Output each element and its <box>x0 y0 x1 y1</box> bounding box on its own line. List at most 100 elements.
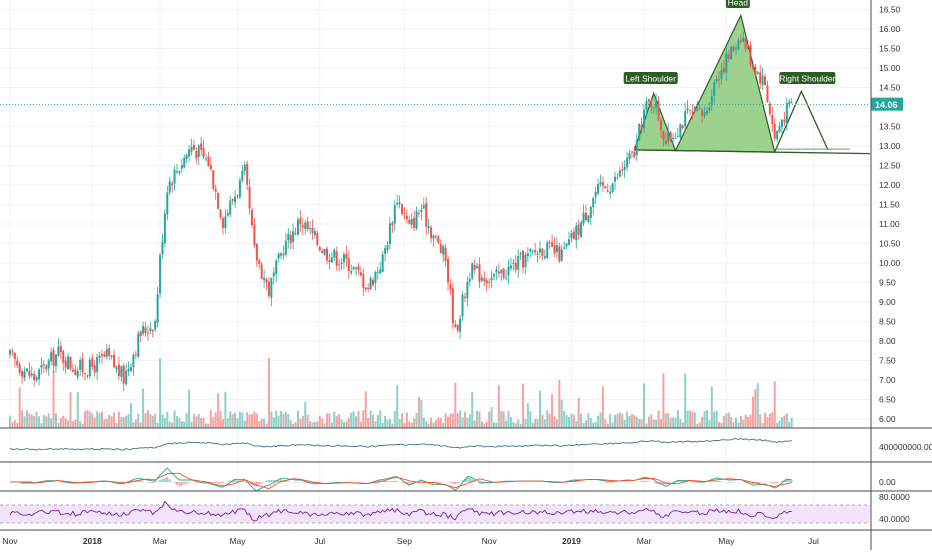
candle-body <box>556 245 558 252</box>
volume-bar <box>648 417 650 428</box>
volume-bar <box>319 416 321 428</box>
volume-bar <box>74 420 76 428</box>
macd-histogram-bar <box>713 481 715 482</box>
candle-body <box>653 107 655 108</box>
candle-body <box>261 264 263 278</box>
volume-bar <box>312 422 314 428</box>
candle-body <box>350 271 352 273</box>
volume-bar <box>273 417 275 428</box>
candle-body <box>391 223 393 226</box>
candle-body <box>660 120 662 130</box>
macd-histogram-bar <box>645 481 647 482</box>
volume-bar <box>527 403 529 428</box>
volume-bar <box>278 416 280 428</box>
volume-bar <box>650 414 652 428</box>
volume-bar <box>24 416 26 428</box>
candle-body <box>297 220 299 235</box>
volume-bar <box>430 418 432 428</box>
volume-bar <box>130 403 132 428</box>
candle-body <box>149 328 151 331</box>
volume-bar <box>207 424 209 428</box>
price-tick-label: 14.50 <box>879 83 901 93</box>
price-tick-label: 12.00 <box>879 180 901 190</box>
macd-histogram-bar <box>452 482 454 484</box>
candle-body <box>91 358 93 367</box>
macd-histogram-bar <box>268 480 270 482</box>
candle-body <box>580 222 582 237</box>
candle-body <box>420 210 422 212</box>
volume-bar <box>580 414 582 428</box>
volume-bar <box>563 411 565 428</box>
candle-body <box>186 155 188 159</box>
volume-bar <box>720 423 722 428</box>
candle-body <box>437 237 439 243</box>
candle-body <box>304 223 306 229</box>
volume-bar <box>91 414 93 428</box>
candle-body <box>357 266 359 270</box>
macd-histogram-bar <box>641 481 643 482</box>
annotation-label: Left Shoulder <box>625 74 676 84</box>
volume-bar <box>534 419 536 428</box>
volume-bar <box>341 419 343 428</box>
volume-bar <box>612 423 614 428</box>
volume-bar <box>157 423 159 428</box>
volume-bar <box>321 418 323 428</box>
volume-bar <box>353 411 355 428</box>
candle-body <box>132 355 134 367</box>
candle-body <box>691 112 693 113</box>
candle-body <box>251 210 253 225</box>
candle-body <box>123 366 125 384</box>
candle-body <box>517 256 519 270</box>
candle-body <box>675 138 677 139</box>
volume-bar <box>476 411 478 428</box>
volume-bar <box>495 423 497 428</box>
candle-body <box>21 371 23 376</box>
volume-bar <box>403 423 405 428</box>
volume-bar <box>86 410 88 428</box>
candle-body <box>399 202 401 204</box>
candle-body <box>125 371 127 385</box>
candle-body <box>689 110 691 111</box>
candle-body <box>338 265 340 266</box>
volume-bar <box>595 422 597 428</box>
candle-body <box>290 235 292 243</box>
volume-bar <box>658 410 660 428</box>
candle-body <box>106 349 108 357</box>
volume-bar <box>287 414 289 428</box>
volume-bar <box>776 423 778 428</box>
rsi-indicator-tick: 40.0000 <box>879 514 910 524</box>
volume-bar <box>94 418 96 428</box>
candle-body <box>665 141 667 145</box>
volume-bar <box>464 412 466 428</box>
volume-bar <box>645 423 647 428</box>
macd-histogram-bar <box>449 482 451 483</box>
volume-bar <box>389 419 391 428</box>
candle-body <box>384 248 386 254</box>
candle-body <box>396 203 398 205</box>
candle-body <box>362 274 364 288</box>
candle-body <box>222 218 224 228</box>
volume-bar <box>590 418 592 428</box>
volume-bar <box>653 419 655 428</box>
volume-bar <box>522 384 524 428</box>
volume-bar <box>515 423 517 428</box>
volume-bar <box>365 391 367 428</box>
candle-body <box>161 242 163 254</box>
candle-body <box>469 279 471 282</box>
volume-bar <box>246 412 248 428</box>
macd-histogram-bar <box>215 482 217 483</box>
volume-bar <box>604 419 606 428</box>
volume-bar <box>517 420 519 428</box>
volume-bar <box>626 411 628 428</box>
volume-bar <box>379 410 381 428</box>
volume-bar <box>251 414 253 428</box>
volume-bar <box>31 415 33 428</box>
candle-body <box>505 278 507 279</box>
candle-body <box>621 169 623 170</box>
volume-bar <box>316 421 318 428</box>
volume-bar <box>314 422 316 428</box>
candle-body <box>220 210 222 218</box>
